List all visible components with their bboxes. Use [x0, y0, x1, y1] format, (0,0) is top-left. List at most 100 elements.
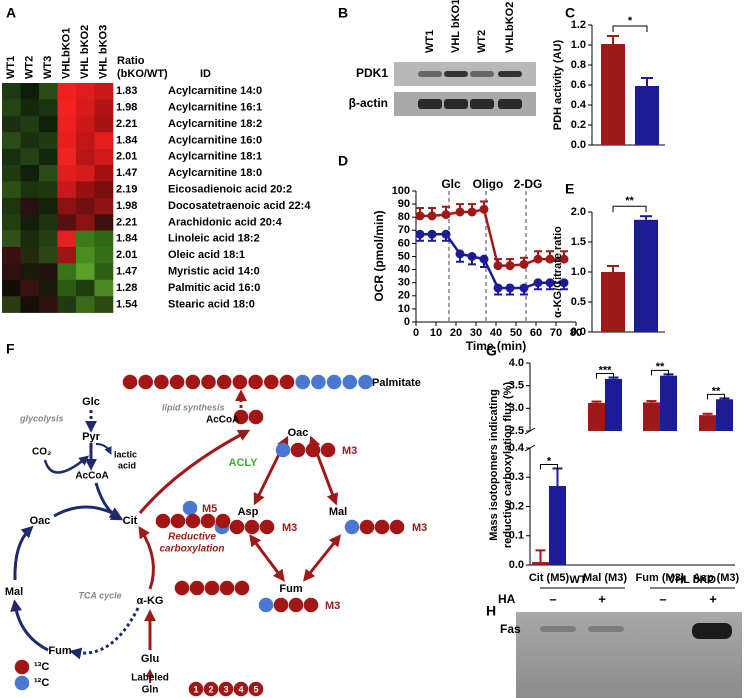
y-tick-label: 0.0 [571, 326, 586, 338]
carbon-atom [186, 514, 201, 529]
y-tick-label: 1.0 [571, 39, 586, 51]
pathway-label: ¹²C [34, 677, 49, 689]
y-tick-label: 4.0 [509, 357, 524, 369]
y-tick-label: 60 [398, 237, 410, 249]
point [442, 230, 451, 239]
carbon-atom [249, 410, 264, 425]
carbon-atom [289, 598, 304, 613]
blot-band [418, 71, 442, 77]
heatmap-cell [2, 116, 21, 133]
pathway-label: Fum [279, 583, 302, 595]
panel-label: H [486, 603, 496, 619]
y-tick-label: 0.4 [571, 99, 587, 111]
bar [699, 415, 716, 431]
blot-band [444, 71, 468, 77]
carbon-atom [375, 520, 390, 535]
carbon-atom [245, 520, 260, 535]
carbon-atom [327, 375, 342, 390]
y-tick-label: 90 [398, 198, 410, 210]
heatmap-cell [21, 263, 40, 280]
significance: ** [712, 385, 721, 397]
lane-label: VHL bKO1 [450, 0, 462, 53]
y-axis-label: PDH activity (AU) [552, 39, 564, 130]
x-tick-label: 60 [530, 327, 542, 339]
heatmap-cell [2, 231, 21, 248]
heatmap-cell [95, 181, 114, 198]
point [506, 283, 515, 292]
heatmap-cell [39, 263, 58, 280]
heatmap-cell [58, 214, 77, 231]
arrow [141, 530, 153, 589]
y-tick-label: 0 [404, 316, 410, 328]
panel-label: E [565, 181, 574, 197]
heatmap-cell [21, 132, 40, 149]
y-tick-label: 20 [398, 290, 410, 302]
heatmap-cell [95, 132, 114, 149]
ratio: 1.84 [116, 233, 138, 245]
metabolite-id: Linoleic acid 18:2 [168, 233, 260, 245]
pathway-label: Gln [142, 685, 159, 696]
heatmap-cell [58, 296, 77, 313]
y-tick-label: 80 [398, 211, 410, 223]
lane-label: WT1 [424, 30, 436, 53]
point [494, 261, 503, 270]
arrow [252, 538, 282, 578]
carbon-atom [230, 520, 245, 535]
carbon-atom [295, 375, 310, 390]
heatmap-cell [58, 83, 77, 100]
pathway-label: M3 [342, 445, 357, 457]
heatmap-cell [76, 149, 95, 166]
pathway-label: acid [118, 460, 136, 470]
metabolite-id: Acylcarnitine 18:1 [168, 151, 262, 163]
pathway-label: Oac [288, 427, 309, 439]
column-label: VHL bKO3 [98, 25, 110, 79]
metabolite-id: Acylcarnitine 16:0 [168, 134, 262, 146]
heatmap-cell [39, 83, 58, 100]
pathway-label: M3 [412, 522, 427, 534]
metabolite-id: Acylcarnitine 16:1 [168, 102, 262, 114]
pathway-label: lipid synthesis [162, 402, 225, 412]
pathway-label: Mal [5, 586, 23, 598]
y-axis-label: Mass isotopomers indicating [488, 389, 500, 541]
carbon-atom [201, 514, 216, 529]
heatmap-cell [58, 231, 77, 248]
y-axis-label: OCR (pmol/min) [372, 210, 386, 301]
carbon-atom [123, 375, 138, 390]
heatmap-cell [2, 165, 21, 182]
metabolite-id: Acylcarnitine 18:0 [168, 167, 262, 179]
carbon-atom [15, 660, 30, 675]
x-tick-label: 40 [490, 327, 502, 339]
pathway-label: AcCoA [75, 471, 108, 482]
ratio: 1.47 [116, 167, 137, 179]
ratio: 2.21 [116, 118, 137, 130]
atom-number: 3 [223, 684, 228, 694]
bar [601, 272, 625, 332]
y-tick-label: 0.0 [571, 139, 586, 151]
y-axis-label: α-KG/Citrate ratio [552, 226, 564, 318]
pathway-label: Pyr [82, 431, 100, 443]
pathway-label: glycolysis [19, 413, 64, 423]
heatmap-cell [21, 83, 40, 100]
carbon-atom [175, 581, 190, 596]
ratio: 1.47 [116, 266, 137, 278]
carbon-atom [259, 598, 274, 613]
carbon-atom [390, 520, 405, 535]
carbon-atom [311, 375, 326, 390]
heatmap-cell [76, 83, 95, 100]
ratio: 1.84 [116, 134, 138, 146]
heatmap-cell [76, 198, 95, 215]
metabolite-id: Acylcarnitine 18:2 [168, 118, 262, 130]
carbon-atom [138, 375, 153, 390]
ratio-header: (bKO/WT) [117, 68, 168, 80]
heatmap-cell [76, 165, 95, 182]
pathway-label: Labeled [131, 673, 169, 684]
heatmap-cell [95, 149, 114, 166]
pathway-label: Cit [123, 515, 138, 527]
ratio: 1.28 [116, 282, 137, 294]
ratio-header: Ratio [117, 55, 145, 67]
point [534, 255, 543, 264]
pathway-label: Oac [30, 515, 51, 527]
carbon-atom [156, 514, 171, 529]
y-tick-label: 40 [398, 264, 410, 276]
pathway-label: Mal [329, 506, 347, 518]
